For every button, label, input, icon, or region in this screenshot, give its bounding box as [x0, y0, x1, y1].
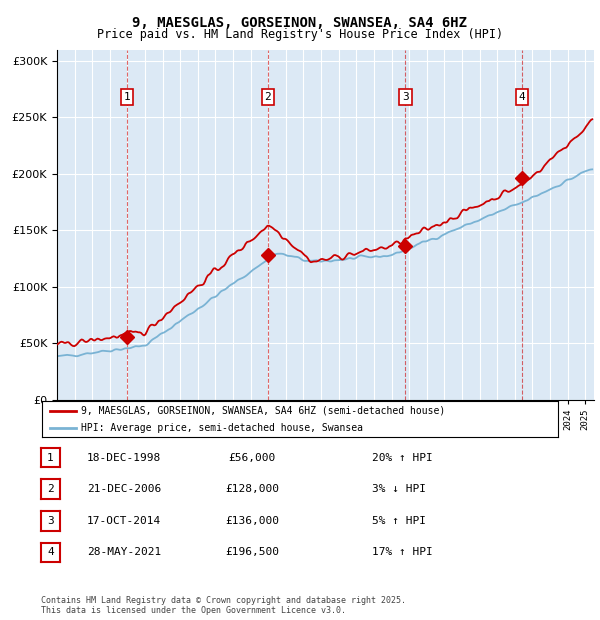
Text: 2: 2 [265, 92, 271, 102]
Text: Contains HM Land Registry data © Crown copyright and database right 2025.
This d: Contains HM Land Registry data © Crown c… [41, 596, 406, 615]
Text: 4: 4 [47, 547, 54, 557]
Text: 5% ↑ HPI: 5% ↑ HPI [372, 516, 426, 526]
Text: Price paid vs. HM Land Registry's House Price Index (HPI): Price paid vs. HM Land Registry's House … [97, 28, 503, 41]
Text: 3: 3 [47, 516, 54, 526]
Text: 4: 4 [518, 92, 526, 102]
Text: 1: 1 [47, 453, 54, 463]
Text: 20% ↑ HPI: 20% ↑ HPI [372, 453, 433, 463]
Text: 2: 2 [47, 484, 54, 494]
Text: £128,000: £128,000 [225, 484, 279, 494]
Text: 17% ↑ HPI: 17% ↑ HPI [372, 547, 433, 557]
Text: 9, MAESGLAS, GORSEINON, SWANSEA, SA4 6HZ: 9, MAESGLAS, GORSEINON, SWANSEA, SA4 6HZ [133, 16, 467, 30]
Text: 1: 1 [124, 92, 130, 102]
Text: 17-OCT-2014: 17-OCT-2014 [87, 516, 161, 526]
Text: 3: 3 [402, 92, 409, 102]
Text: 21-DEC-2006: 21-DEC-2006 [87, 484, 161, 494]
Text: HPI: Average price, semi-detached house, Swansea: HPI: Average price, semi-detached house,… [80, 423, 362, 433]
Text: £136,000: £136,000 [225, 516, 279, 526]
Text: 3% ↓ HPI: 3% ↓ HPI [372, 484, 426, 494]
Text: 9, MAESGLAS, GORSEINON, SWANSEA, SA4 6HZ (semi-detached house): 9, MAESGLAS, GORSEINON, SWANSEA, SA4 6HZ… [80, 406, 445, 416]
Text: £56,000: £56,000 [229, 453, 275, 463]
Text: 18-DEC-1998: 18-DEC-1998 [87, 453, 161, 463]
Text: £196,500: £196,500 [225, 547, 279, 557]
Text: 28-MAY-2021: 28-MAY-2021 [87, 547, 161, 557]
